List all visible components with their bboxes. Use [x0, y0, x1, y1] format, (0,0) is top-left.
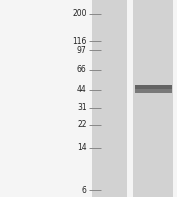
Bar [133, 0, 173, 197]
Text: 97: 97 [77, 46, 87, 55]
Text: 14: 14 [77, 143, 87, 152]
Text: 22: 22 [77, 120, 87, 129]
Text: 116: 116 [72, 37, 87, 46]
Bar [135, 89, 172, 93]
Text: 66: 66 [77, 65, 87, 74]
Text: 44: 44 [77, 85, 87, 95]
Bar [92, 0, 127, 197]
Text: 6: 6 [82, 186, 87, 195]
Text: 200: 200 [72, 9, 87, 18]
Text: 31: 31 [77, 103, 87, 112]
Bar [135, 85, 172, 89]
